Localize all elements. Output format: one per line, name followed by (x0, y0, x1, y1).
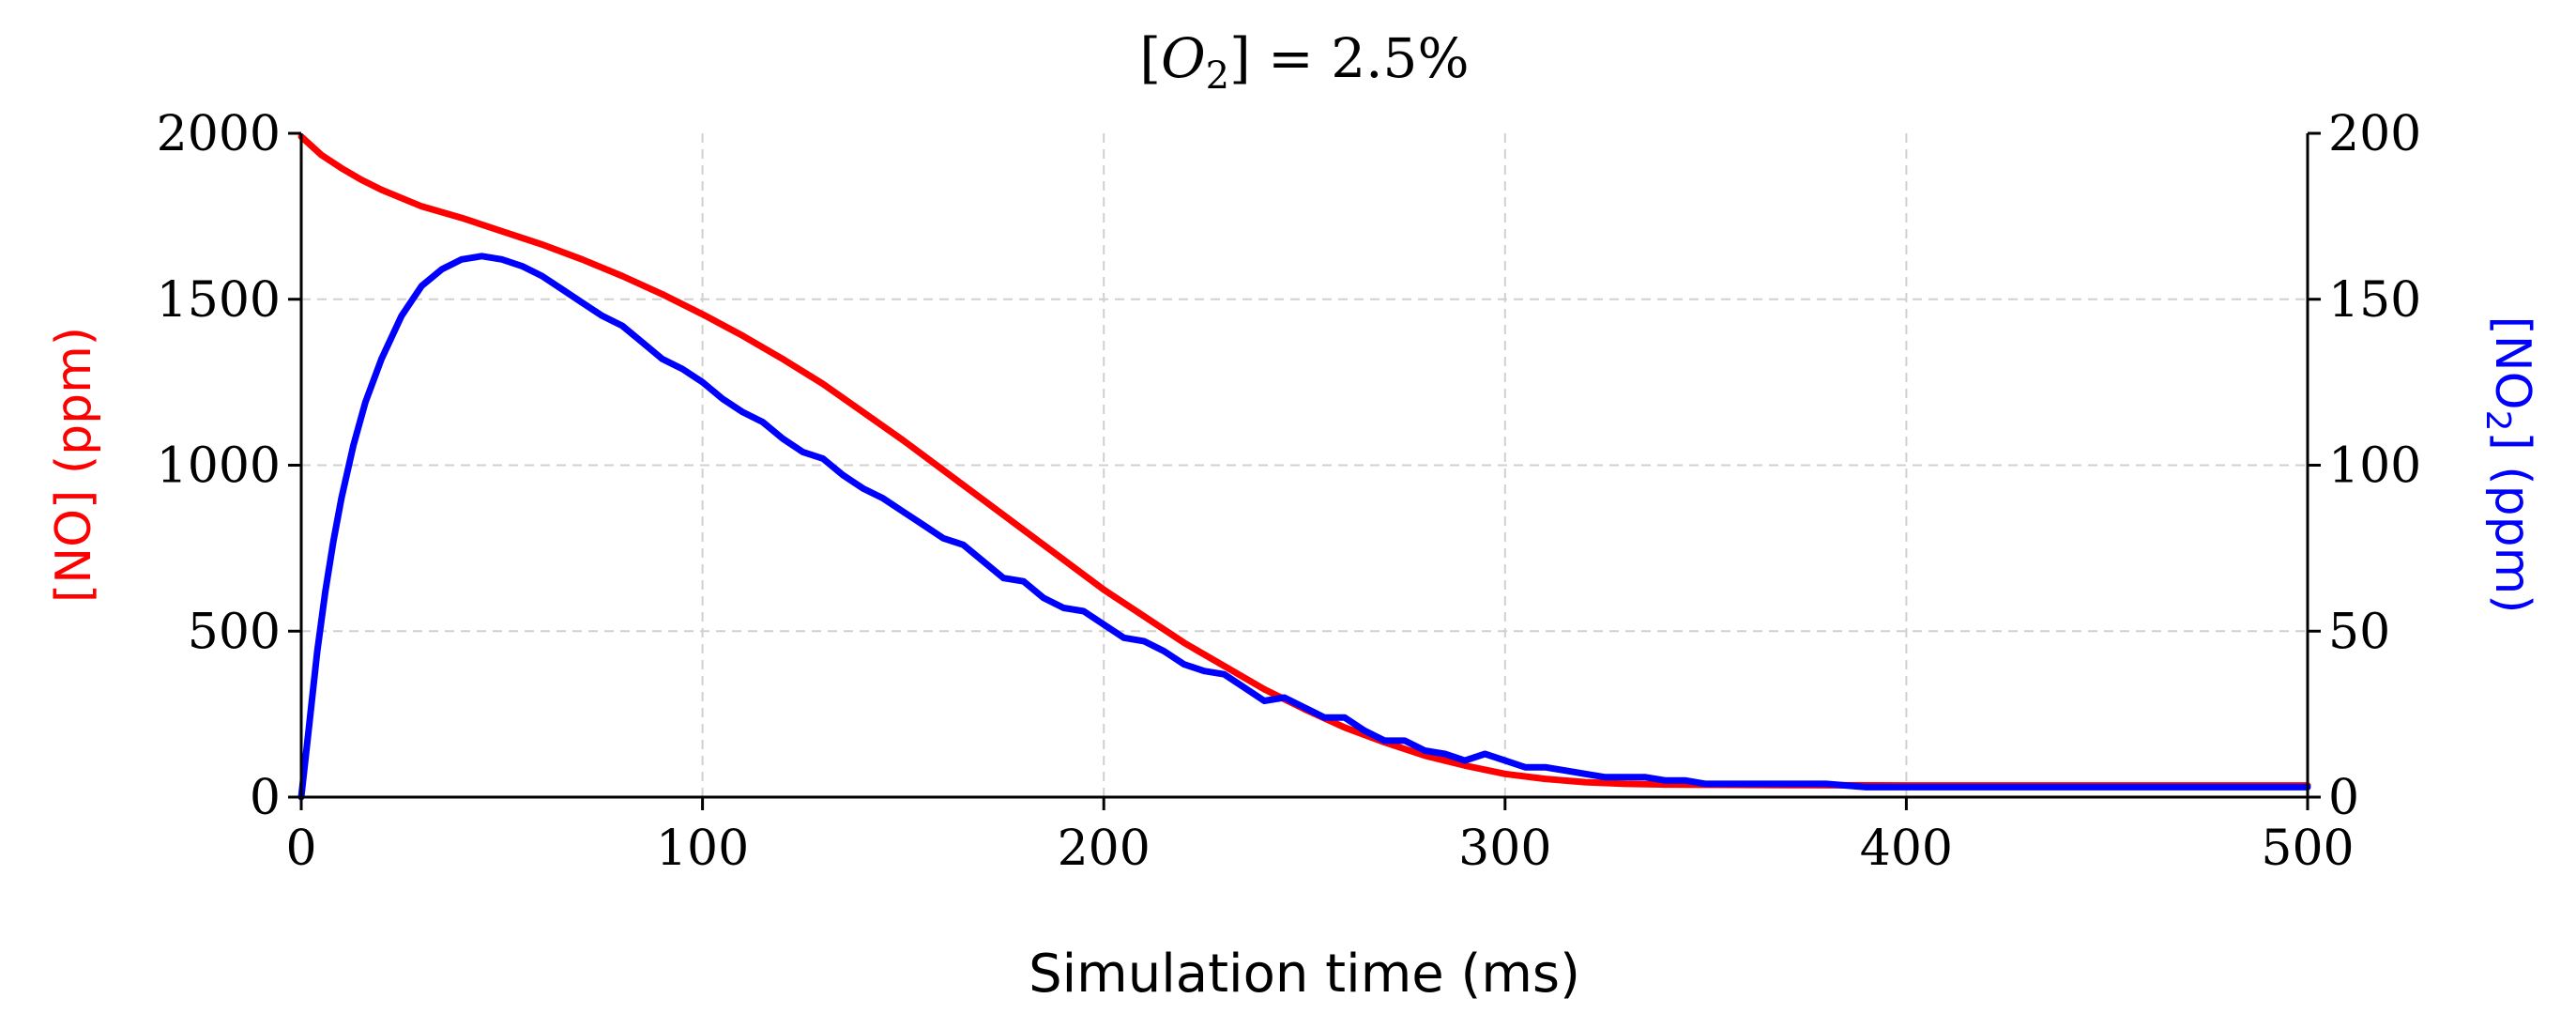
y-left-tick-label: 500 (188, 604, 281, 660)
series-line-no (297, 133, 2311, 790)
x-tick-label: 300 (1458, 821, 1551, 877)
y-right-tick-label: 100 (2328, 438, 2421, 495)
x-tick-label: 100 (656, 821, 749, 877)
axes-frame (299, 133, 2309, 799)
title-subscript: 2 (1206, 54, 1229, 98)
x-tick-label: 200 (1058, 821, 1151, 877)
x-tick-label: 500 (2261, 821, 2354, 877)
y-right-tick-label: 50 (2328, 604, 2390, 660)
x-tick-label: 0 (285, 821, 316, 877)
title-symbol: O (1161, 26, 1206, 90)
y-axis-right-label-prefix: [NO (2484, 315, 2540, 409)
y-right-tick-label: 0 (2328, 770, 2359, 826)
y-left-tick-label: 2000 (157, 106, 281, 162)
y-axis-left-label: [NO] (ppm) (46, 327, 102, 603)
y-axis-right-label: [NO2] (ppm) (2478, 315, 2540, 613)
y-axis-right-label-suffix: ] (ppm) (2484, 431, 2540, 613)
chart-title: [O2] = 2.5% (1139, 26, 1469, 98)
grid (301, 133, 2308, 797)
y-left-tick-label: 0 (250, 770, 281, 826)
series-layer (297, 133, 2311, 801)
title-bracket-close: ] (1229, 26, 1251, 90)
y-left-tick-label: 1500 (157, 272, 281, 329)
y-right-tick-label: 200 (2328, 106, 2421, 162)
y-left-tick-label: 1000 (157, 438, 281, 495)
ticks: 0 100 200 300 400 500050010001500200005010015… (157, 106, 2422, 877)
title-bracket-open: [ (1139, 26, 1161, 90)
x-axis-label: Simulation time (ms) (1029, 944, 1580, 1005)
x-tick-label: 400 (1860, 821, 1953, 877)
y-axis-right-label-subscript: 2 (2478, 410, 2517, 432)
title-equals: = (1251, 26, 1331, 90)
y-right-tick-label: 150 (2328, 272, 2421, 329)
title-value: 2.5% (1331, 26, 1469, 90)
series-line-no2 (297, 253, 2311, 801)
